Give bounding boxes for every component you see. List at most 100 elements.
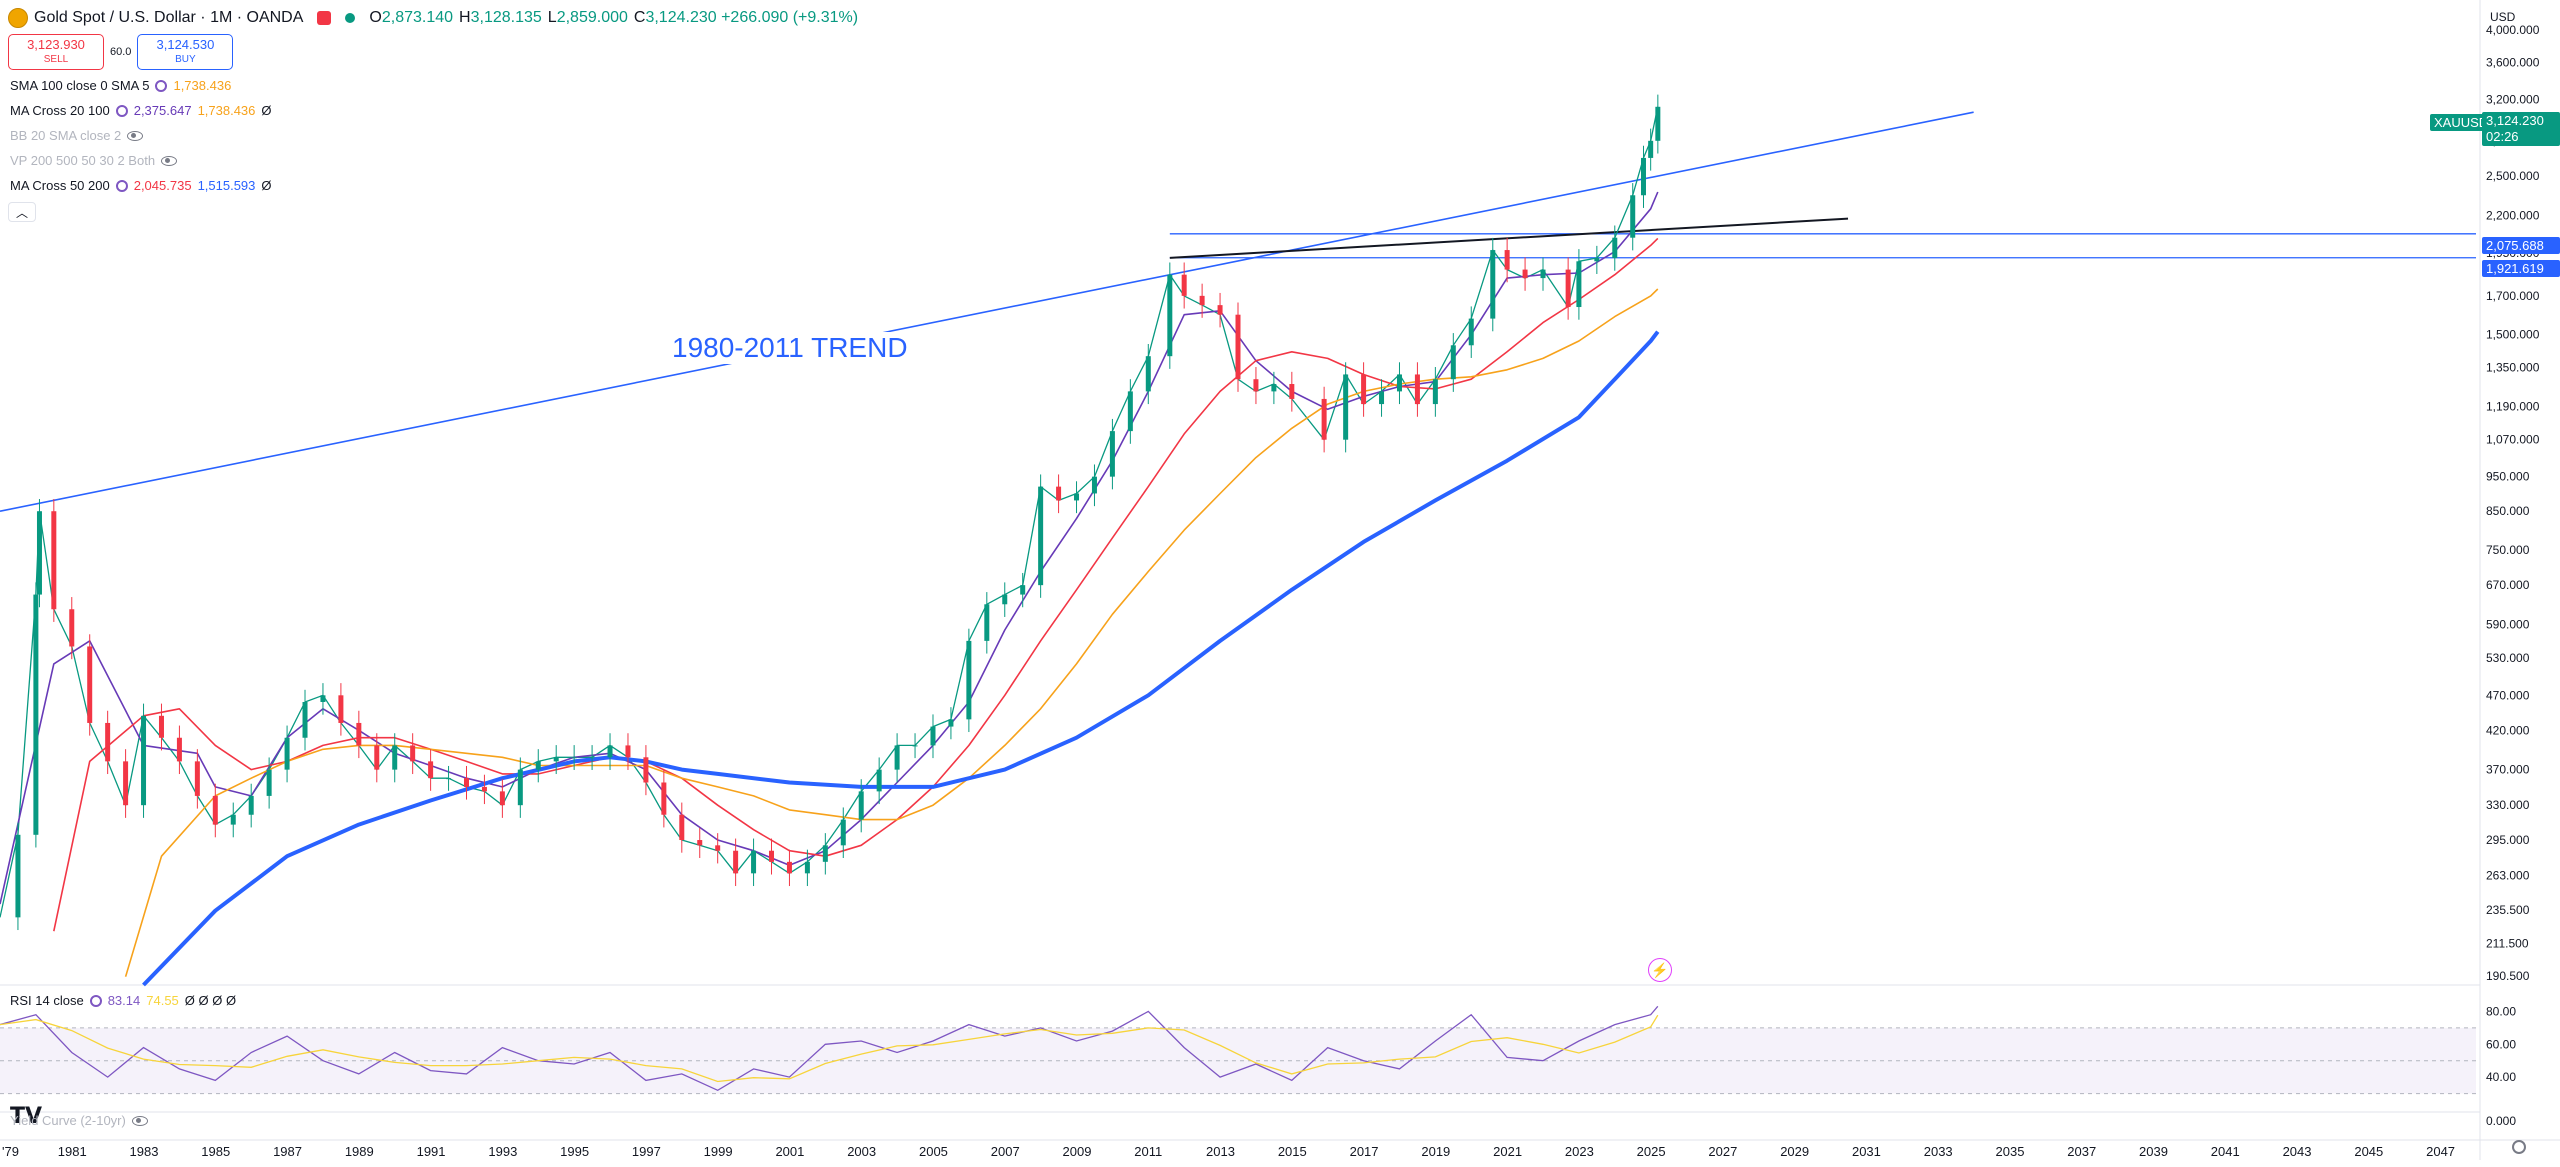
rsi-line — [0, 1005, 1659, 1092]
candle-body — [679, 814, 685, 841]
market-status-icon — [317, 11, 332, 25]
time-tick-label: '79 — [2, 1144, 19, 1159]
eye-hidden-icon[interactable] — [131, 1115, 148, 1126]
candle-body — [769, 850, 775, 862]
rsi-legend[interactable]: RSI 14 close 83.14 74.55 Ø Ø Ø Ø — [10, 993, 236, 1008]
lightning-icon[interactable]: ⚡ — [1648, 958, 1672, 982]
indicator-bb[interactable]: BB 20 SMA close 2 — [10, 128, 144, 143]
eye-hidden-icon[interactable] — [161, 155, 178, 166]
candle-body — [553, 757, 559, 762]
gear-icon[interactable] — [2512, 1140, 2526, 1154]
price-tick-label: 1,700.000 — [2486, 289, 2540, 303]
candle-body — [141, 715, 147, 806]
time-axis[interactable]: '79 1981 1983 1985 1987 1989 1991 1993 1995 1997 1… — [2, 1144, 2455, 1159]
rsi-tick-label: 60.00 — [2486, 1037, 2516, 1051]
sell-price: 3,123.930 — [27, 37, 85, 52]
time-tick-label: 1997 — [632, 1144, 661, 1159]
eye-hidden-icon[interactable] — [127, 130, 144, 141]
candle-body — [284, 737, 290, 770]
price-tick-label: 1,070.000 — [2486, 433, 2540, 447]
price-tick-label: 370.000 — [2486, 763, 2530, 777]
candle-body — [840, 819, 846, 846]
candle-body — [1074, 493, 1080, 501]
horizontal-levels[interactable] — [1169, 233, 2476, 259]
indicator-settings-icon[interactable] — [155, 79, 168, 92]
candle-body — [697, 840, 703, 846]
indicator-vp[interactable]: VP 200 500 50 30 2 Both — [10, 153, 178, 168]
ohlc-close: C3,124.230 +266.090 (+9.31%) — [633, 9, 859, 26]
indicator-value: 1,515.593 — [197, 178, 256, 193]
time-tick-label: 2011 — [1134, 1144, 1162, 1159]
price-tick-label: 235.500 — [2486, 903, 2530, 917]
candle-body — [733, 850, 739, 874]
trade-panel: 3,123.930 SELL 60.0 3,124.530 BUY — [8, 34, 234, 70]
candle-body — [392, 745, 398, 770]
buy-price: 3,124.530 — [156, 37, 215, 52]
price-tick-label: 750.000 — [2486, 543, 2530, 557]
sma100-line — [124, 288, 1659, 977]
time-tick-label: 2031 — [1852, 1144, 1881, 1159]
time-tick-label: 2037 — [2067, 1144, 2096, 1159]
candle-body — [1640, 157, 1646, 196]
candle-body — [517, 769, 523, 806]
candle-body — [212, 795, 218, 825]
yield-legend[interactable]: Yield Curve (2-10yr) — [10, 1113, 148, 1128]
indicator-ma-cross-20-100[interactable]: MA Cross 20 100 2,375.647 1,738.436 Ø — [10, 103, 272, 118]
candle-body — [176, 737, 182, 762]
indicator-ma-cross-50-200[interactable]: MA Cross 50 200 2,045.735 1,515.593 Ø — [10, 178, 272, 193]
symbol-header: Gold Spot / U.S. Dollar · 1M · OANDA O2,… — [8, 8, 858, 28]
price-tick-label: 950.000 — [2486, 470, 2530, 484]
candle-body — [948, 719, 954, 727]
level-upper-tag[interactable]: 2,075.688 — [2482, 237, 2560, 254]
symbol-title[interactable]: Gold Spot / U.S. Dollar · 1M · OANDA — [34, 9, 304, 26]
indicator-settings-icon[interactable] — [115, 104, 128, 117]
candle-body — [33, 594, 39, 835]
price-tick-label: 670.000 — [2486, 578, 2530, 592]
candle-body — [1181, 274, 1187, 296]
time-tick-label: 2029 — [1780, 1144, 1809, 1159]
tradingview-logo[interactable]: TV — [10, 1104, 43, 1129]
yield-tick-label: 0.000 — [2486, 1114, 2516, 1128]
time-tick-label: 2009 — [1063, 1144, 1092, 1159]
candle-body — [338, 695, 344, 723]
candle-body — [858, 791, 864, 820]
time-tick-label: 1981 — [58, 1144, 87, 1159]
candle-body — [1565, 269, 1571, 308]
currency-label[interactable]: USD — [2490, 10, 2516, 24]
price-tick-label: 211.500 — [2486, 936, 2529, 950]
time-tick-label: 2035 — [1996, 1144, 2025, 1159]
indicator-extra: Ø — [261, 103, 272, 118]
indicator-settings-icon[interactable] — [89, 994, 102, 1007]
candle-body — [643, 757, 649, 783]
indicator-settings-icon[interactable] — [115, 179, 128, 192]
candle-body — [876, 769, 882, 792]
indicator-value: 2,375.647 — [133, 103, 192, 118]
price-tick-label: 420.000 — [2486, 723, 2530, 737]
candle-body — [1127, 391, 1133, 432]
sma200-line — [142, 330, 1660, 987]
candle-body — [1432, 379, 1438, 405]
sma20-line — [0, 191, 1659, 905]
level-lower-tag[interactable]: 1,921.619 — [2482, 260, 2560, 277]
sell-button[interactable]: 3,123.930 SELL — [8, 34, 104, 70]
rsi-signal-value: 74.55 — [146, 993, 179, 1008]
indicator-sma100[interactable]: SMA 100 close 0 SMA 5 1,738.436 — [10, 78, 231, 93]
price-axis[interactable]: 4,000.0003,600.0003,200.0002,800.0002,50… — [2486, 23, 2540, 1128]
price-series — [0, 94, 1661, 987]
trendlines[interactable] — [0, 111, 1974, 513]
last-price-tag: 3,124.230 02:26 — [2482, 112, 2560, 146]
candle-body — [930, 726, 936, 746]
time-tick-label: 2017 — [1350, 1144, 1379, 1159]
buy-button[interactable]: 3,124.530 BUY — [137, 34, 234, 70]
time-tick-label: 2005 — [919, 1144, 948, 1159]
candle-body — [194, 761, 200, 796]
candle-body — [1612, 237, 1618, 259]
trend-annotation[interactable]: 1980-2011 TREND — [668, 332, 912, 364]
time-tick-label: 1995 — [560, 1144, 589, 1159]
indicator-name: MA Cross 20 100 — [10, 103, 110, 118]
chevron-up-icon: ︿ — [15, 205, 28, 220]
collapse-legend-button[interactable]: ︿ — [8, 202, 36, 222]
ohlc-high: H3,128.135 — [459, 9, 542, 26]
